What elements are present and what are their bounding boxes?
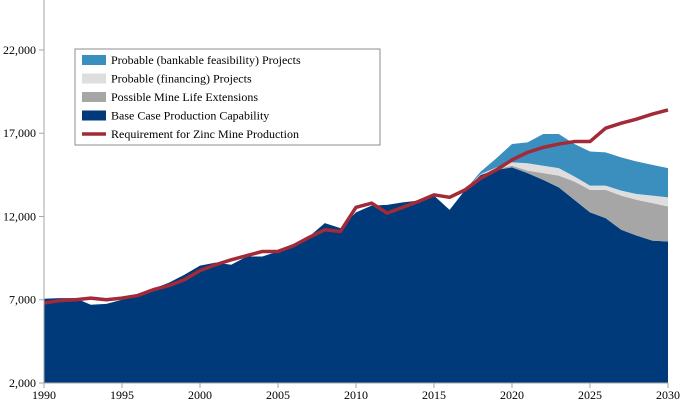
x-tick-label: 2020 xyxy=(500,388,524,402)
x-tick-label: 2030 xyxy=(656,388,680,402)
legend-label: Probable (bankable feasibility) Projects xyxy=(111,53,301,67)
y-tick-label: 2,000 xyxy=(9,376,36,390)
legend-label: Possible Mine Life Extensions xyxy=(111,90,258,104)
legend-swatch xyxy=(82,73,106,84)
legend-swatch xyxy=(82,110,106,121)
requirement-line-group xyxy=(43,108,669,305)
axes: 2,000 7,000 12,000 17,000 22,000 1990 1995 2000… xyxy=(3,0,680,402)
legend-swatch xyxy=(82,92,106,102)
x-tick-label: 2005 xyxy=(266,388,290,402)
area-base-case-production-capability xyxy=(44,167,668,383)
legend-swatch xyxy=(82,55,106,65)
y-tick-label: 17,000 xyxy=(3,126,36,140)
x-tick-label: 2010 xyxy=(344,388,368,402)
legend-box xyxy=(74,48,381,146)
legend-label: Probable (financing) Projects xyxy=(111,72,252,86)
x-tick-label: 2000 xyxy=(188,388,212,402)
legend-label: Base Case Production Capability xyxy=(111,109,269,123)
y-tick-label: 22,000 xyxy=(3,43,36,57)
x-tick-label: 2015 xyxy=(422,388,446,402)
y-tick-label: 7,000 xyxy=(9,293,36,307)
x-tick-label: 1990 xyxy=(32,388,56,402)
x-tick-label: 1995 xyxy=(110,388,134,402)
legend: Probable (bankable feasibility) Projects… xyxy=(74,48,381,146)
legend-label: Requirement for Zinc Mine Production xyxy=(111,127,299,141)
y-tick-label: 12,000 xyxy=(3,209,36,223)
stacked-areas xyxy=(44,134,668,383)
x-tick-label: 2025 xyxy=(578,388,602,402)
requirement-line xyxy=(43,108,669,305)
